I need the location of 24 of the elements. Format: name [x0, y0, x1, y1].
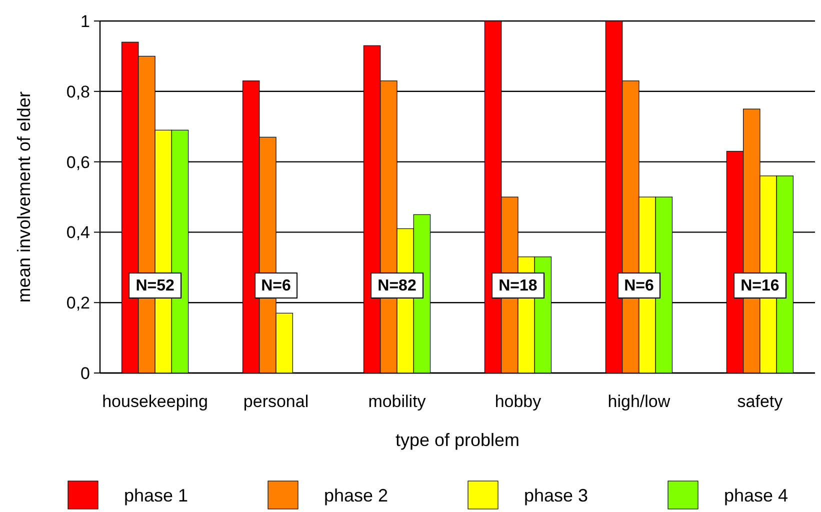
- x-tick-label: personal: [243, 392, 309, 411]
- y-tick-label: 0,8: [66, 82, 90, 102]
- annotation: N=18: [498, 278, 538, 295]
- annotation: N=82: [378, 278, 416, 295]
- legend-label: phase 4: [724, 485, 788, 506]
- x-axis-title: type of problem: [395, 430, 520, 450]
- y-axis-title: mean involvement of elder: [14, 91, 34, 303]
- annotation: N=6: [624, 278, 654, 295]
- x-tick-label: housekeeping: [102, 392, 208, 411]
- x-tick-label: high/low: [608, 392, 671, 411]
- x-tick-label: hobby: [494, 392, 542, 411]
- legend-label: phase 2: [324, 485, 388, 506]
- x-tick-label: mobility: [368, 392, 426, 411]
- annotation: N=16: [740, 278, 780, 295]
- y-tick-label: 0,2: [66, 294, 90, 313]
- legend-label: phase 1: [124, 485, 188, 506]
- legend-label: phase 3: [524, 485, 588, 506]
- annotation: N=52: [136, 278, 174, 295]
- y-tick-label: 0,4: [66, 223, 90, 242]
- y-tick-label: 0: [80, 364, 90, 383]
- y-tick-label: 1: [80, 12, 90, 31]
- x-tick-label: safety: [737, 392, 784, 411]
- y-tick-label: 0,6: [66, 152, 90, 172]
- annotation: N=6: [261, 278, 292, 295]
